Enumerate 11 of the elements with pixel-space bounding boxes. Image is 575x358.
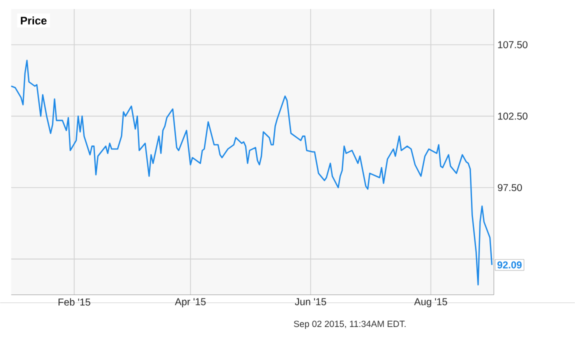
y-tick-label: 97.50 xyxy=(498,184,522,192)
x-tick-label: Jun '15 xyxy=(294,298,326,306)
text: Sep 02 2015, 11:34AM EDT. xyxy=(294,320,406,329)
text: Price xyxy=(20,16,47,25)
y-tick-label: 102.50 xyxy=(498,112,528,120)
x-tick-label: Apr '15 xyxy=(174,298,206,308)
line-series xyxy=(10,60,493,286)
x-tick-label: Aug '15 xyxy=(414,298,448,308)
x-tick-label: Feb '15 xyxy=(58,298,90,306)
y-tick-label: 107.50 xyxy=(498,41,528,48)
annotation: 92.09 xyxy=(497,262,522,269)
